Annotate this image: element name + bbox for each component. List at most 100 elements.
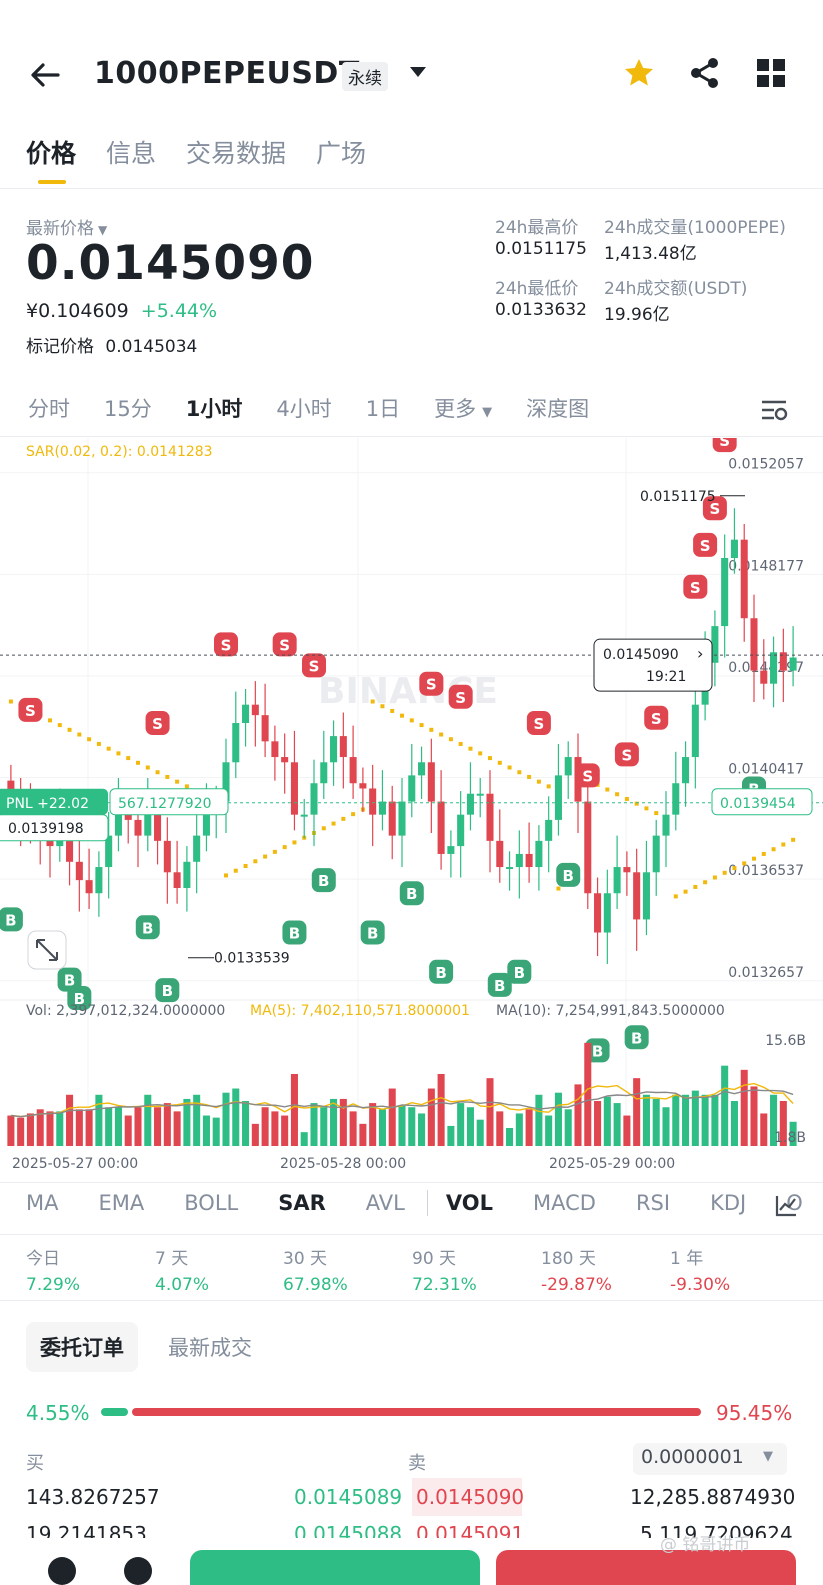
tab-order-book[interactable]: 委托订单 [26, 1322, 138, 1372]
volume-bar [281, 1115, 289, 1146]
candle-body [163, 840, 171, 873]
interval-more[interactable]: 更多 ▼ [434, 397, 493, 421]
buy-signal-marker: B [282, 920, 307, 945]
indicator-boll[interactable]: BOLL [184, 1191, 239, 1215]
order-row[interactable]: 143.8267257 0.0145089 0.0145090 12,285.8… [0, 1478, 823, 1518]
candle-body [144, 809, 152, 836]
sar-dot [644, 806, 649, 811]
orders-tabs: 委托订单 最新成交 [26, 1322, 282, 1372]
precision-select[interactable]: 0.0000001 ▼ [633, 1443, 787, 1475]
volume-bar [672, 1094, 680, 1146]
volume-bar [418, 1113, 426, 1146]
signal-badge [556, 862, 581, 887]
buy-signal-marker: B [155, 978, 180, 1003]
sar-dot [175, 779, 180, 784]
indicator-selector: MA EMA BOLL SAR AVL VOL MACD RSI KDJ O [26, 1190, 803, 1216]
last-price-label[interactable]: 最新价格 ▼ [26, 219, 108, 239]
volume-bar [173, 1111, 181, 1146]
sell-ratio-bar [132, 1408, 701, 1416]
signal-badge [311, 868, 336, 893]
tab-trading-data[interactable]: 交易数据 [186, 139, 287, 168]
sar-dot [409, 718, 414, 723]
candle-body [682, 757, 690, 784]
share-icon[interactable] [688, 56, 722, 90]
tab-info[interactable]: 信息 [106, 139, 157, 168]
sell-short-button[interactable] [496, 1550, 796, 1585]
kline-chart[interactable]: 0.01520570.01481770.01442970.01404170.01… [0, 438, 823, 1180]
sar-dot [722, 870, 727, 875]
signal-letter: S [221, 636, 232, 654]
indicator-kdj[interactable]: KDJ [710, 1191, 747, 1215]
interval-15m[interactable]: 15分 [104, 397, 152, 421]
perf-7d: 7 天 4.07% [155, 1249, 210, 1295]
indicator-sar[interactable]: SAR [278, 1191, 326, 1215]
indicator-chart-icon[interactable] [774, 1194, 798, 1218]
signal-letter: B [435, 964, 446, 982]
tab-square[interactable]: 广场 [316, 139, 367, 168]
ask-quantity: 5,119.7209624 [640, 1522, 793, 1538]
candle-body [310, 783, 318, 815]
indicator-overflow[interactable]: O [786, 1191, 803, 1215]
more-menu-icon[interactable] [48, 1557, 76, 1585]
interval-4h[interactable]: 4小时 [276, 397, 332, 421]
interval-1d[interactable]: 1日 [365, 397, 401, 421]
signal-letter: S [700, 537, 711, 555]
back-arrow-icon[interactable] [28, 58, 62, 92]
sar-dot [272, 849, 277, 854]
indicator-macd[interactable]: MACD [533, 1191, 596, 1215]
sell-signal-marker: S [419, 671, 444, 696]
candle-body [339, 736, 347, 758]
sar-dot [429, 727, 434, 732]
order-row[interactable]: 19.2141853 0.0145088 0.0145091 5,119.720… [0, 1518, 823, 1538]
volume-ma5-label: MA(5): 7,402,110,571.8000001 [250, 1003, 470, 1019]
volume-24h-value: 1,413.48亿 [604, 244, 697, 264]
price-axis-label: 0.0140417 [728, 762, 804, 778]
volume-bar [56, 1111, 64, 1146]
candle-body [623, 867, 631, 873]
performance-top-divider [0, 1234, 823, 1235]
candle-body [779, 652, 787, 671]
symbol-title[interactable]: 1000PEPEUSDT [94, 56, 360, 91]
interval-line[interactable]: 分时 [28, 397, 70, 421]
sar-dot [233, 868, 238, 873]
volume-bar [545, 1115, 553, 1146]
volume-min-label: 1.8B [774, 1130, 806, 1146]
chart-settings-icon[interactable] [760, 398, 788, 422]
candle-body [721, 558, 729, 627]
indicator-rsi[interactable]: RSI [635, 1191, 671, 1215]
indicator-avl[interactable]: AVL [365, 1191, 405, 1215]
tab-recent-trades[interactable]: 最新成交 [168, 1336, 252, 1360]
candle-body [349, 757, 357, 784]
sell-signal-marker: S [214, 632, 238, 657]
signal-badge [399, 881, 424, 906]
buy-signal-marker: B [487, 972, 512, 997]
favorite-star-icon[interactable] [622, 56, 656, 90]
sar-dot [106, 746, 111, 751]
volume-bar [554, 1092, 562, 1146]
indicator-vol[interactable]: VOL [445, 1191, 493, 1215]
turnover-24h-value: 19.96亿 [604, 305, 670, 325]
bid-quantity: 143.8267257 [26, 1485, 160, 1509]
bot-icon[interactable] [124, 1557, 152, 1585]
volume-bar [770, 1094, 778, 1146]
interval-1h[interactable]: 1小时 [185, 397, 243, 421]
indicator-ema[interactable]: EMA [98, 1191, 145, 1215]
volume-bar [154, 1107, 162, 1146]
orders-top-divider [0, 1300, 823, 1301]
low-24h-value: 0.0133632 [495, 300, 587, 320]
sar-dot [556, 886, 561, 891]
sar-dot [87, 737, 92, 742]
depth-chart-tab[interactable]: 深度图 [526, 397, 590, 421]
sar-dot [673, 894, 678, 899]
tab-price[interactable]: 价格 [26, 134, 76, 190]
ask-price: 0.0145091 [416, 1522, 525, 1538]
low-24h-label: 24h最低价 [495, 279, 579, 299]
symbol-dropdown-icon[interactable] [410, 67, 426, 77]
candle-body [261, 715, 269, 742]
signal-letter: S [152, 715, 163, 733]
ask-price: 0.0145090 [416, 1485, 525, 1509]
indicator-ma[interactable]: MA [26, 1191, 59, 1215]
candle-body [281, 757, 289, 763]
grid-menu-icon[interactable] [754, 56, 788, 90]
buy-long-button[interactable] [190, 1550, 480, 1585]
